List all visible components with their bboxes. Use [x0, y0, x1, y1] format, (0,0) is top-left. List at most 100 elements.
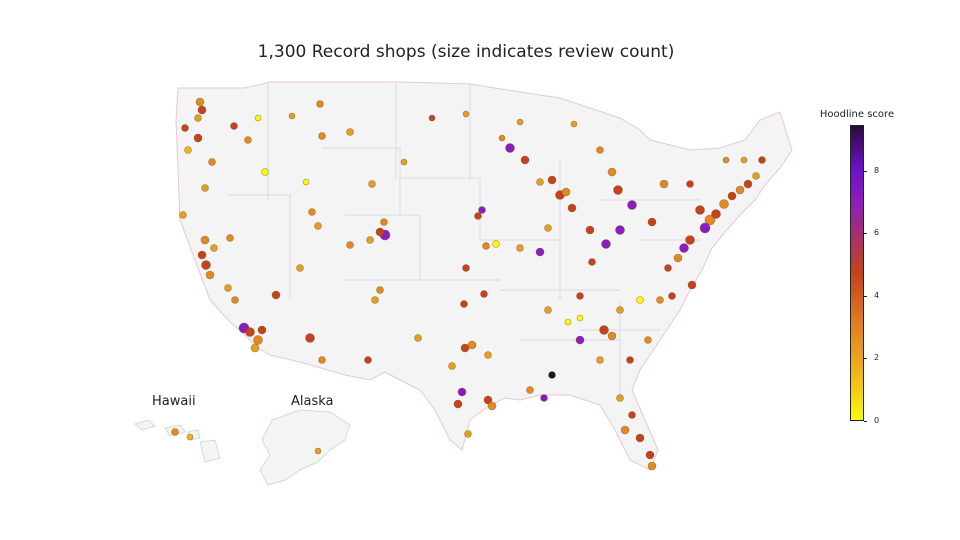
- colorbar-tick-label: 8: [874, 166, 880, 175]
- shop-marker: [492, 240, 500, 248]
- shop-marker: [567, 203, 577, 213]
- shop-marker: [257, 325, 267, 335]
- shop-marker: [695, 205, 705, 215]
- shop-marker: [644, 336, 652, 344]
- shop-marker: [457, 387, 467, 397]
- shop-marker: [596, 146, 604, 154]
- hawaii-label: Hawaii: [152, 394, 196, 409]
- shop-marker: [740, 156, 748, 164]
- shop-marker: [505, 143, 515, 153]
- shop-marker: [626, 356, 634, 364]
- shop-marker: [460, 300, 468, 308]
- shop-marker: [647, 217, 657, 227]
- shop-marker: [230, 122, 238, 130]
- shop-marker: [371, 296, 379, 304]
- shop-marker: [194, 114, 202, 122]
- shop-marker: [596, 356, 604, 364]
- shop-marker: [288, 112, 296, 120]
- shop-marker: [673, 253, 683, 263]
- colorbar-tick-label: 2: [874, 353, 880, 362]
- shop-marker: [364, 356, 372, 364]
- colorbar-tickmark: [864, 171, 867, 172]
- shop-marker: [318, 356, 326, 364]
- colorbar-tick-label: 6: [874, 228, 880, 237]
- shop-marker: [195, 97, 205, 107]
- shop-marker: [664, 264, 672, 272]
- shop-marker: [544, 306, 552, 314]
- shop-marker: [601, 239, 611, 249]
- shop-marker: [516, 118, 524, 126]
- shop-marker: [448, 362, 456, 370]
- colorbar-tick-label: 4: [874, 291, 880, 300]
- shop-marker: [628, 411, 636, 419]
- shop-marker: [200, 235, 210, 245]
- shop-marker: [210, 244, 218, 252]
- shop-marker: [271, 290, 281, 300]
- shop-marker: [535, 247, 545, 257]
- contiguous-us-shape: [175, 81, 793, 471]
- alaska-shape: [259, 409, 351, 486]
- shop-marker: [735, 185, 745, 195]
- shop-marker: [599, 325, 609, 335]
- shop-marker: [171, 428, 179, 436]
- shop-marker: [548, 371, 556, 379]
- shop-marker: [561, 187, 571, 197]
- shop-marker: [686, 180, 694, 188]
- colorbar-title: Hoodline score: [819, 109, 895, 120]
- shop-marker: [305, 333, 315, 343]
- shop-marker: [462, 264, 470, 272]
- shop-marker: [570, 120, 578, 128]
- shop-marker: [302, 178, 310, 186]
- shop-marker: [620, 425, 630, 435]
- shop-marker: [588, 258, 596, 266]
- shop-marker: [711, 209, 721, 219]
- colorbar-tickmark: [864, 296, 867, 297]
- colorbar-tickmark: [864, 421, 867, 422]
- shop-marker: [607, 331, 617, 341]
- shop-marker: [244, 136, 252, 144]
- shop-marker: [205, 270, 215, 280]
- shop-marker: [483, 395, 493, 405]
- shop-marker: [615, 225, 625, 235]
- shop-marker: [231, 296, 239, 304]
- shop-marker: [366, 236, 374, 244]
- shop-marker: [719, 199, 729, 209]
- shop-marker: [613, 185, 623, 195]
- shop-marker: [208, 158, 216, 166]
- shop-marker: [376, 286, 384, 294]
- shop-marker: [645, 450, 655, 460]
- shop-marker: [498, 134, 506, 142]
- shop-marker: [380, 218, 388, 226]
- alaska-label: Alaska: [291, 394, 334, 409]
- shop-marker: [375, 227, 385, 237]
- shop-marker: [576, 314, 584, 322]
- shop-marker: [193, 133, 203, 143]
- shop-marker: [179, 211, 187, 219]
- shop-marker: [547, 175, 557, 185]
- shop-marker: [575, 335, 585, 345]
- shop-marker: [478, 206, 486, 214]
- shop-marker: [261, 168, 269, 176]
- shop-marker: [685, 235, 695, 245]
- shop-marker: [536, 178, 544, 186]
- shop-marker: [462, 110, 470, 118]
- shop-marker: [464, 430, 472, 438]
- shop-marker: [197, 105, 207, 115]
- shop-marker: [296, 264, 304, 272]
- shop-marker: [687, 280, 697, 290]
- shop-marker: [516, 244, 524, 252]
- shop-marker: [428, 114, 436, 122]
- shop-marker: [656, 296, 664, 304]
- shop-marker: [520, 155, 530, 165]
- shop-marker: [636, 296, 644, 304]
- shop-marker: [758, 156, 766, 164]
- shop-marker: [564, 318, 572, 326]
- shop-marker: [627, 200, 637, 210]
- shop-marker: [197, 250, 207, 260]
- shop-marker: [487, 401, 497, 411]
- shop-marker: [314, 222, 322, 230]
- colorbar-tick-label: 0: [874, 416, 880, 425]
- shop-marker: [484, 351, 492, 359]
- shop-marker: [635, 433, 645, 443]
